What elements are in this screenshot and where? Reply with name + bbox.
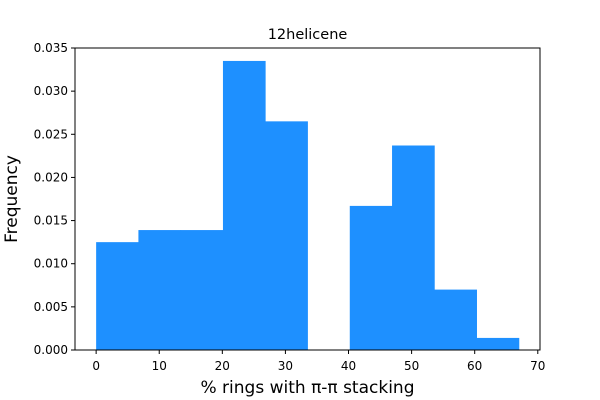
histogram-bar-3 xyxy=(222,60,266,350)
histogram-bars xyxy=(96,60,520,350)
chart-title: 12helicene xyxy=(268,27,348,43)
plot-frame xyxy=(74,47,541,351)
y-tick-label: 0.010 xyxy=(34,257,68,271)
histogram-bar-4 xyxy=(265,121,308,350)
histogram-bar-7 xyxy=(392,145,435,350)
y-tick-label: 0.025 xyxy=(34,127,68,141)
histogram-bar-0 xyxy=(96,242,139,350)
x-tick-label: 10 xyxy=(152,359,167,373)
x-tick-label: 20 xyxy=(215,359,230,373)
y-axis-label: Frequency xyxy=(2,155,22,243)
y-tick-label: 0.005 xyxy=(34,300,68,314)
x-tick-label: 70 xyxy=(530,359,545,373)
y-tick-label: 0.000 xyxy=(34,343,68,357)
y-axis-ticks: 0.000 0.005 0.010 0.015 0.020 0.025 0.030 0.035 xyxy=(34,41,75,357)
y-tick-label: 0.035 xyxy=(34,41,68,55)
y-tick-label: 0.020 xyxy=(34,170,68,184)
x-axis-label: % rings with π-π stacking xyxy=(201,378,415,398)
x-tick-label: 0 xyxy=(92,359,100,373)
x-axis-ticks: 0 10 20 30 40 50 60 70 xyxy=(92,350,545,373)
histogram-bar-1 xyxy=(138,230,182,350)
y-tick-label: 0.015 xyxy=(34,214,68,228)
x-tick-label: 50 xyxy=(404,359,419,373)
histogram-bar-6 xyxy=(349,205,393,350)
x-tick-label: 60 xyxy=(467,359,482,373)
histogram-bar-9 xyxy=(476,337,520,350)
histogram-bar-2 xyxy=(180,230,224,350)
x-tick-label: 30 xyxy=(278,359,293,373)
y-tick-label: 0.030 xyxy=(34,84,68,98)
histogram-bar-8 xyxy=(434,289,477,350)
x-tick-label: 40 xyxy=(341,359,356,373)
